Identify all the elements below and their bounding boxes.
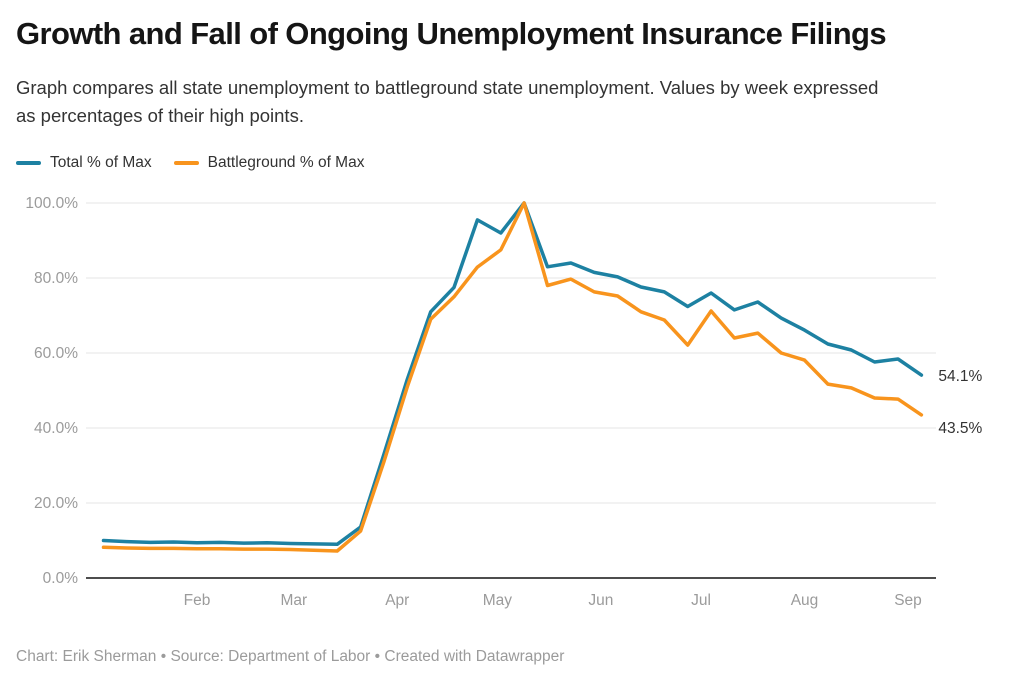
x-axis-tick-label: Sep — [894, 592, 922, 609]
x-axis-tick-label: May — [483, 592, 513, 609]
y-axis-tick-label: 0.0% — [43, 570, 79, 587]
legend-swatch-total — [16, 161, 41, 165]
legend-label-battleground: Battleground % of Max — [207, 154, 365, 171]
x-axis-tick-label: Mar — [280, 592, 307, 609]
y-axis-tick-label: 80.0% — [34, 270, 78, 287]
series-line-total — [101, 201, 924, 547]
legend-item-total: Total % of Max — [16, 154, 152, 172]
chart-title: Growth and Fall of Ongoing Unemployment … — [16, 16, 887, 51]
x-axis-tick-label: Feb — [184, 592, 211, 609]
x-axis-tick-label: Aug — [791, 592, 819, 609]
legend-swatch-battleground — [173, 161, 199, 165]
y-axis-tick-label: 20.0% — [34, 495, 78, 512]
series-end-label-total: 54.1% — [938, 368, 982, 385]
chart-subtitle: Graph compares all state unemployment to… — [16, 77, 879, 126]
x-axis-tick-label: Jun — [588, 592, 613, 609]
line-chart: 0.0% 20.0% 40.0% 60.0% 80.0% 100.0% Feb Mar Apr M… — [25, 195, 982, 609]
x-axis-tick-label: Apr — [385, 592, 409, 609]
legend-label-total: Total % of Max — [50, 154, 152, 171]
legend: Total % of Max Battleground % of Max — [16, 154, 364, 172]
y-axis-tick-label: 100.0% — [25, 195, 78, 212]
chart-attribution: Chart: Erik Sherman • Source: Department… — [16, 648, 565, 665]
series-line-battleground — [101, 201, 924, 553]
series-end-label-battleground: 43.5% — [938, 420, 982, 437]
y-axis-tick-label: 60.0% — [34, 345, 78, 362]
legend-item-battleground: Battleground % of Max — [173, 154, 365, 172]
x-axis-tick-label: Jul — [691, 592, 711, 609]
y-axis-tick-label: 40.0% — [34, 420, 78, 437]
